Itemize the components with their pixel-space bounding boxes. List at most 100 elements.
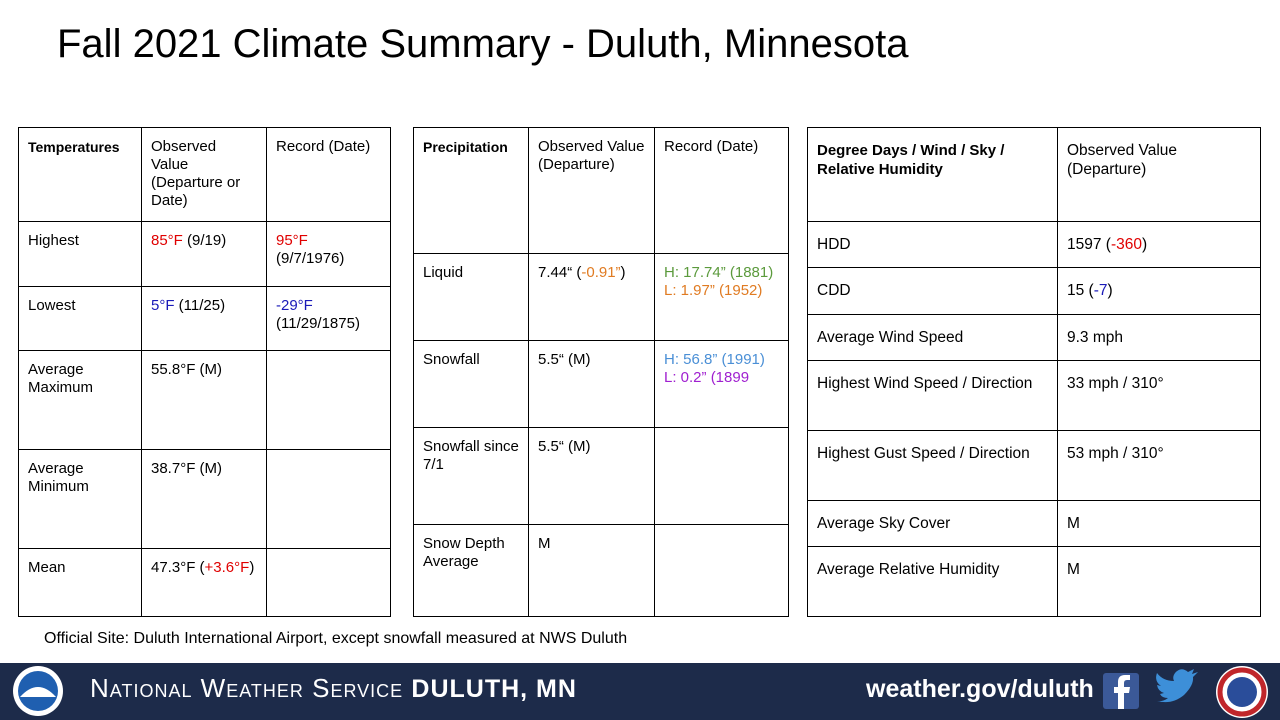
cell-text: 55.8°F (M) (151, 361, 223, 378)
table-cell: H: 56.8” (1991) L: 0.2” (1899 (654, 340, 789, 428)
table-cell: Lowest (18, 286, 142, 351)
cell-text: ) (1141, 236, 1148, 253)
cell-line: 15 (-7) (1067, 281, 1251, 300)
cell-line: (9/7/1976) (276, 250, 381, 268)
cell-line: 85°F (9/19) (151, 232, 257, 250)
table-cell (266, 449, 391, 549)
cell-text: M (1067, 561, 1080, 578)
cell-text: Record (Date) (664, 138, 759, 155)
footer-org: National Weather Service DULUTH, MN (90, 673, 577, 704)
table-cell (266, 548, 391, 617)
cell-text: (11/29/1875) (276, 315, 360, 332)
cell-text: Observed Value (Departure or Date) (151, 138, 241, 209)
cell-line: 95°F (276, 232, 381, 250)
table-cell (654, 427, 789, 525)
cell-text: Average Wind Speed (817, 329, 964, 346)
cell-text: Liquid (423, 264, 464, 281)
table-cell: Snowfall (413, 340, 529, 428)
table-cell: Mean (18, 548, 142, 617)
org-name: National Weather Service (90, 673, 404, 703)
cell-text: HDD (817, 236, 851, 253)
colored-value: -0.91” (581, 264, 621, 281)
cell-text: Temperatures (28, 139, 120, 155)
table-cell: 95°F (9/7/1976) (266, 221, 391, 287)
cell-text: Degree Days / Wind / Sky / Relative Humi… (817, 142, 1005, 178)
header-cell: Observed Value (Departure) (528, 127, 655, 254)
table-cell: M (528, 524, 655, 617)
table-cell (654, 524, 789, 617)
table-cell: M (1057, 546, 1261, 617)
cell-text: ) (620, 264, 626, 281)
cell-line: 47.3°F (+3.6°F) (151, 559, 257, 577)
cell-text: (9/7/1976) (276, 250, 345, 267)
colored-value: 5°F (151, 297, 175, 314)
table-cell: Snow Depth Average (413, 524, 529, 617)
colored-value: +3.6°F (204, 559, 250, 576)
table-cell: Highest Gust Speed / Direction (807, 430, 1058, 501)
table-cell: Highest (18, 221, 142, 287)
cell-line: L: 1.97” (1952) (664, 282, 779, 300)
table-cell: 7.44“ (-0.91”) (528, 253, 655, 341)
cell-text: ) (249, 559, 255, 576)
cell-text: 7.44“ ( (538, 264, 582, 281)
cell-text: 9.3 mph (1067, 329, 1124, 346)
cell-line: L: 0.2” (1899 (664, 369, 779, 387)
table-cell: 5.5“ (M) (528, 340, 655, 428)
cell-text: Snowfall since 7/1 (423, 438, 519, 473)
cell-text: Highest Gust Speed / Direction (817, 445, 1030, 462)
colored-value: L: 0.2” (1899 (664, 369, 750, 386)
colored-value: -7 (1093, 282, 1108, 299)
cell-text: 47.3°F ( (151, 559, 205, 576)
cell-text: M (1067, 515, 1080, 532)
table-cell: Snowfall since 7/1 (413, 427, 529, 525)
table-cell: 38.7°F (M) (141, 449, 267, 549)
facebook-f (1114, 675, 1130, 709)
cell-text: Mean (28, 559, 66, 576)
cell-text: Highest (28, 232, 79, 249)
cell-text: Observed Value (Departure) (538, 138, 645, 173)
cell-text: (9/19) (182, 232, 227, 249)
table-cell: 15 (-7) (1057, 267, 1261, 315)
cell-text: (11/25) (174, 297, 226, 314)
cell-text: Snowfall (423, 351, 480, 368)
cell-text: Observed Value (Departure) (1067, 142, 1177, 178)
twitter-icon[interactable] (1156, 669, 1198, 703)
footer-url[interactable]: weather.gov/duluth (866, 675, 1094, 703)
colored-value: -360 (1110, 236, 1142, 253)
cell-text: Snow Depth Average (423, 535, 505, 570)
table-cell: Liquid (413, 253, 529, 341)
table-cell: 9.3 mph (1057, 314, 1261, 361)
nws-logo-center (1227, 677, 1257, 707)
cell-text: Average Maximum (28, 361, 94, 396)
cell-line: 7.44“ (-0.91”) (538, 264, 645, 282)
cell-text: 5.5“ (M) (538, 351, 591, 368)
cell-line: H: 56.8” (1991) (664, 351, 779, 369)
table-cell: 55.8°F (M) (141, 350, 267, 450)
header-cell: Observed Value (Departure or Date) (141, 127, 267, 222)
header-cell: Degree Days / Wind / Sky / Relative Humi… (807, 127, 1058, 222)
header-cell: Precipitation (413, 127, 529, 254)
cell-line: 5°F (11/25) (151, 297, 257, 315)
cell-line: H: 17.74” (1881) (664, 264, 779, 282)
table-cell: 5.5“ (M) (528, 427, 655, 525)
table-cell: Average Minimum (18, 449, 142, 549)
table-cell: 85°F (9/19) (141, 221, 267, 287)
cell-text: Average Sky Cover (817, 515, 951, 532)
table-cell (266, 350, 391, 450)
table-cell: -29°F (11/29/1875) (266, 286, 391, 351)
table-cell: 5°F (11/25) (141, 286, 267, 351)
header-cell: Record (Date) (266, 127, 391, 222)
table-cell: Average Wind Speed (807, 314, 1058, 361)
colored-value: 85°F (151, 232, 183, 249)
cell-text: Lowest (28, 297, 76, 314)
table-cell: Average Relative Humidity (807, 546, 1058, 617)
nws-logo-ring (1217, 667, 1267, 717)
cell-text: Average Minimum (28, 460, 89, 495)
footer-icons (13, 666, 1268, 718)
cell-text: Average Relative Humidity (817, 561, 1000, 578)
table-cell: 53 mph / 310° (1057, 430, 1261, 501)
cell-text: 33 mph / 310° (1067, 375, 1164, 392)
noaa-bird (20, 687, 56, 697)
cell-line: (11/29/1875) (276, 315, 381, 333)
